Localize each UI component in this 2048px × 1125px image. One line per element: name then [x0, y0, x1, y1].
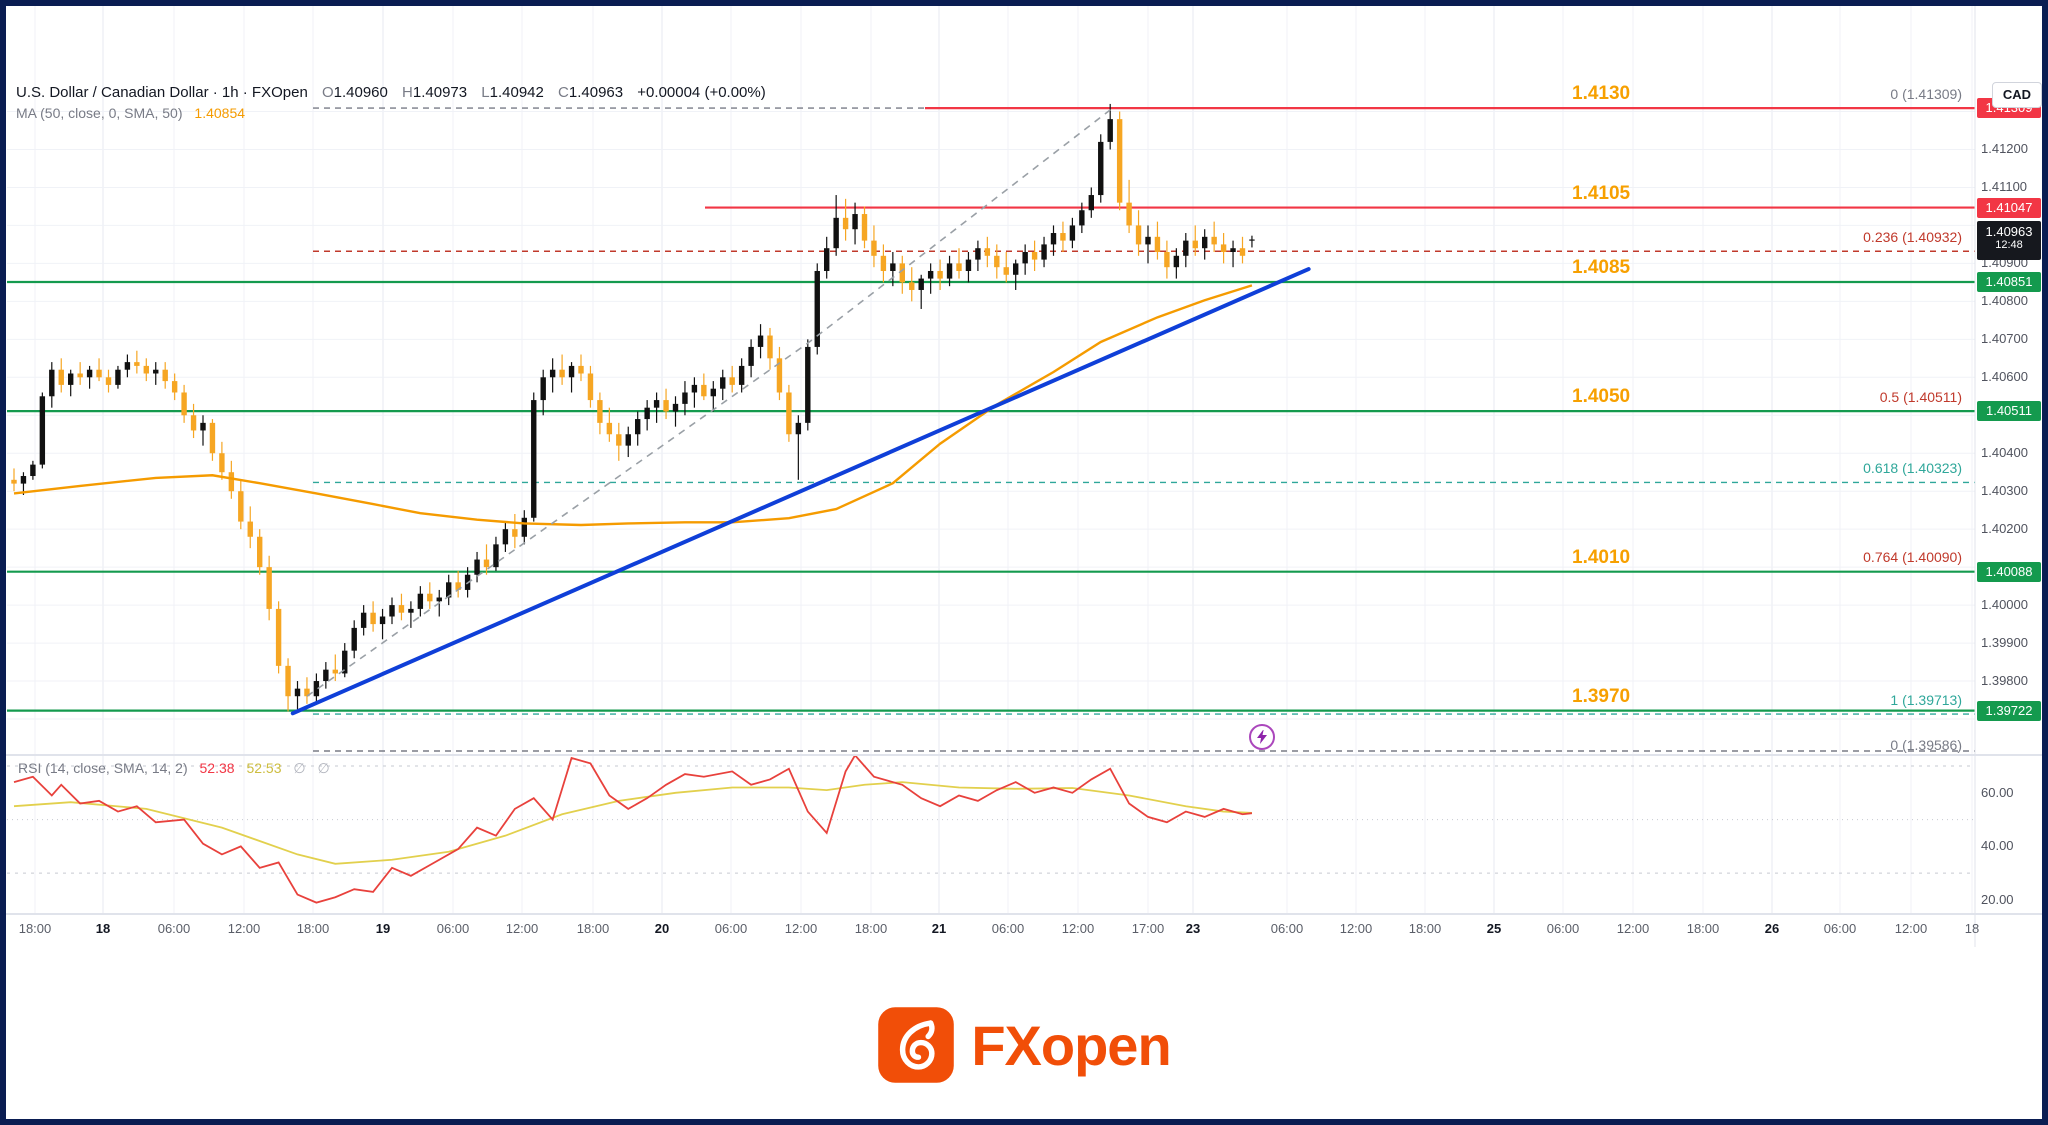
rsi-line — [13, 753, 1253, 904]
trendline[interactable] — [290, 267, 1311, 716]
sr-level-lines[interactable] — [7, 107, 1975, 712]
zigzag-projection-line[interactable] — [306, 107, 1114, 697]
fib-retracement-lines[interactable] — [313, 107, 1975, 752]
rsi-toggle-icon[interactable]: ∅ — [293, 760, 306, 776]
rsi-ma-line — [13, 781, 1252, 865]
candles — [11, 103, 1255, 712]
grid — [7, 6, 1975, 914]
alert-lightning-marker[interactable] — [1249, 724, 1275, 750]
rsi-bands — [7, 765, 1975, 874]
lightning-icon — [1257, 730, 1267, 744]
ma-50-line[interactable] — [13, 284, 1253, 527]
rsi-toggle-icon[interactable]: ∅ — [317, 760, 330, 776]
